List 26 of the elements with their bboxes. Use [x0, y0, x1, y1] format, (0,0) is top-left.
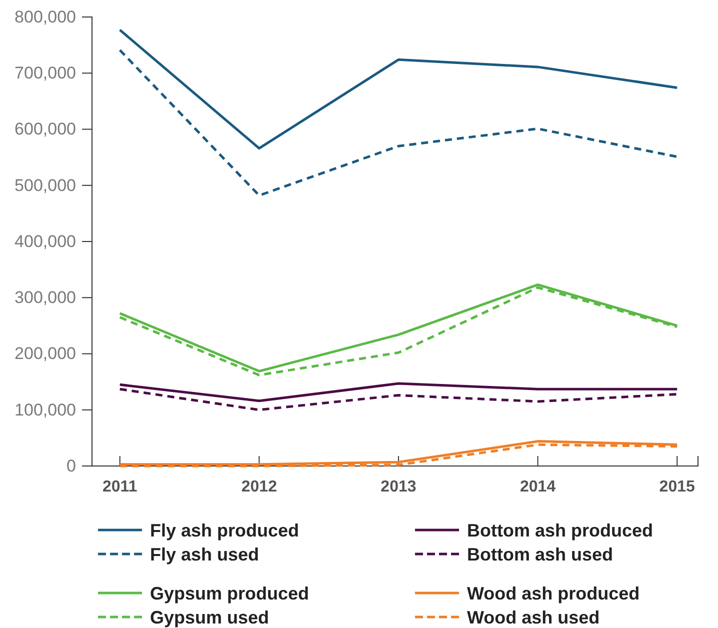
x-tick-label: 2015	[659, 478, 695, 496]
y-tick-label: 800,000	[14, 7, 76, 26]
legend-label: Fly ash used	[150, 544, 260, 564]
legend-label: Fly ash produced	[150, 520, 300, 540]
x-tick-label: 2011	[102, 478, 138, 496]
line-series	[118, 382, 678, 402]
y-tick-label: 100,000	[14, 400, 76, 420]
legend-label: Gypsum used	[150, 607, 270, 628]
y-tick-label: 300,000	[14, 288, 76, 308]
legend-label: Bottom ash used	[467, 544, 614, 564]
y-tick-label: 500,000	[14, 176, 76, 195]
x-tick-label: 2013	[380, 478, 416, 496]
legend-label: Gypsum produced	[150, 583, 310, 604]
legend-label: Wood ash produced	[467, 583, 640, 604]
x-tick-label: 2012	[241, 478, 278, 496]
x-tick-label: 2014	[520, 478, 556, 496]
line-series	[118, 28, 678, 150]
y-tick-label: 600,000	[14, 120, 76, 139]
y-tick-label: 700,000	[14, 64, 76, 83]
line-series	[118, 48, 678, 197]
y-tick-label: 200,000	[14, 344, 76, 364]
line-series	[118, 388, 678, 412]
legend-label: Bottom ash produced	[467, 520, 654, 540]
y-tick-label: 0	[66, 456, 76, 476]
legend-label: Wood ash used	[467, 607, 600, 628]
y-tick-label: 400,000	[14, 232, 76, 251]
